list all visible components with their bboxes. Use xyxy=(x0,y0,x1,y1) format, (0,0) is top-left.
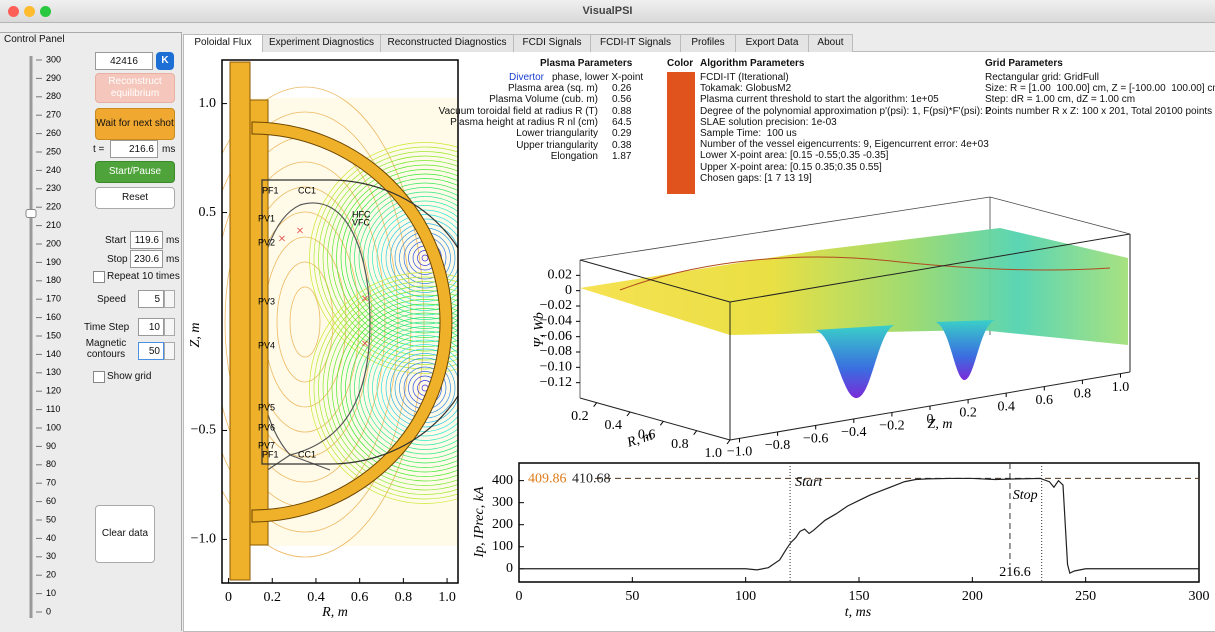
reconstruct-button[interactable]: Reconstruct equilibrium xyxy=(95,73,175,103)
tab[interactable]: About xyxy=(808,34,853,52)
algorithm-line: Degree of the polynomial approximation p… xyxy=(700,106,991,117)
grid-checkbox[interactable] xyxy=(93,371,105,383)
speed-label: Speed xyxy=(97,294,126,305)
algorithm-line: SLAE solution precision: 1e-03 xyxy=(700,117,837,128)
phase-text: phase, lower X-point xyxy=(552,72,643,83)
tab[interactable]: Poloidal Flux xyxy=(183,34,263,52)
speed-input[interactable]: 5 xyxy=(138,290,164,308)
param-value: 0.26 xyxy=(612,83,631,94)
color-swatch xyxy=(667,72,695,194)
color-title: Color xyxy=(667,58,693,69)
plasma-title: Plasma Parameters xyxy=(540,58,632,69)
content-area xyxy=(183,51,1215,632)
algorithm-line: Plasma current threshold to start the al… xyxy=(700,94,939,105)
time-step-input[interactable]: 10 xyxy=(138,318,164,336)
param-value: 0.29 xyxy=(612,128,631,139)
clear-button[interactable]: Clear data xyxy=(95,505,155,563)
start-input[interactable]: 119.6 xyxy=(130,231,163,249)
contours-input[interactable]: 50 xyxy=(138,342,164,360)
tab[interactable]: FCDI-IT Signals xyxy=(590,34,681,52)
param-value: 0.88 xyxy=(612,106,631,117)
algorithm-line: Chosen gaps: [1 7 13 19] xyxy=(700,173,812,184)
algorithm-line: Tokamak: GlobusM2 xyxy=(700,83,791,94)
start-unit: ms xyxy=(166,235,179,246)
algorithm-line: Number of the vessel eigencurrents: 9, E… xyxy=(700,139,989,150)
phase-link[interactable]: Divertor xyxy=(509,72,544,83)
contours-label: Magnetic contours xyxy=(84,338,128,360)
param-value: 0.38 xyxy=(612,140,631,151)
spinner[interactable] xyxy=(164,290,175,308)
param-label: Lower triangularity xyxy=(516,128,598,139)
app-window: 0102030405060708090100110120130140150160… xyxy=(0,0,1215,632)
param-value: 1.87 xyxy=(612,151,631,162)
stop-label: Stop xyxy=(107,254,128,265)
k-button[interactable]: K xyxy=(156,52,174,70)
grid-line-text: Rectangular grid: GridFull xyxy=(985,72,1099,83)
param-label: Plasma Volume (cub. m) xyxy=(489,94,598,105)
grid-title: Grid Parameters xyxy=(985,58,1063,69)
repeat-checkbox[interactable] xyxy=(93,271,105,283)
param-label: Vacuum toroidal field at radius R (T) xyxy=(439,106,598,117)
repeat-label: Repeat 10 times xyxy=(107,271,180,282)
algorithm-line: FCDI-IT (Iterational) xyxy=(700,72,789,83)
time-step-label: Time Step xyxy=(84,322,129,333)
start-label: Start xyxy=(105,235,126,246)
window-title: VisualPSI xyxy=(0,5,1215,17)
param-value: 64.5 xyxy=(612,117,631,128)
algorithm-line: Upper X-point area: [0.15 0.35;0.35 0.55… xyxy=(700,162,882,173)
t-label: t = xyxy=(93,144,104,155)
tab[interactable]: Export Data xyxy=(735,34,809,52)
shot-number[interactable]: 42416 xyxy=(95,52,153,70)
t-unit: ms xyxy=(162,144,175,155)
algorithm-line: Lower X-point area: [0.15 -0.55;0.35 -0.… xyxy=(700,150,888,161)
param-label: Plasma height at radius R nl (cm) xyxy=(450,117,598,128)
tab[interactable]: Profiles xyxy=(680,34,736,52)
param-label: Upper triangularity xyxy=(516,140,598,151)
wait-button[interactable]: Wait for next shot xyxy=(95,108,175,140)
t-input[interactable]: 216.6 xyxy=(110,140,158,158)
tab[interactable]: Experiment Diagnostics xyxy=(262,34,381,52)
algorithm-line: Sample Time: 100 us xyxy=(700,128,797,139)
show-grid-label: Show grid xyxy=(107,371,151,382)
panel-title: Control Panel xyxy=(4,34,65,45)
stop-unit: ms xyxy=(166,254,179,265)
spinner[interactable] xyxy=(164,318,175,336)
start-pause-button[interactable]: Start/Pause xyxy=(95,161,175,183)
tab[interactable]: FCDI Signals xyxy=(513,34,591,52)
grid-line-text: Step: dR = 1.00 cm, dZ = 1.00 cm xyxy=(985,94,1135,105)
spinner[interactable] xyxy=(164,342,175,360)
algorithm-title: Algorithm Parameters xyxy=(700,58,804,69)
param-value: 0.56 xyxy=(612,94,631,105)
tab[interactable]: Reconstructed Diagnostics xyxy=(380,34,514,52)
reset-button[interactable]: Reset xyxy=(95,187,175,209)
stop-input[interactable]: 230.6 xyxy=(130,250,163,268)
grid-line-text: Points number R x Z: 100 x 201, Total 20… xyxy=(985,106,1212,117)
grid-line-text: Size: R = [1.00 100.00] cm, Z = [-100.00… xyxy=(985,83,1215,94)
param-label: Plasma area (sq. m) xyxy=(508,83,598,94)
param-label: Elongation xyxy=(551,151,598,162)
